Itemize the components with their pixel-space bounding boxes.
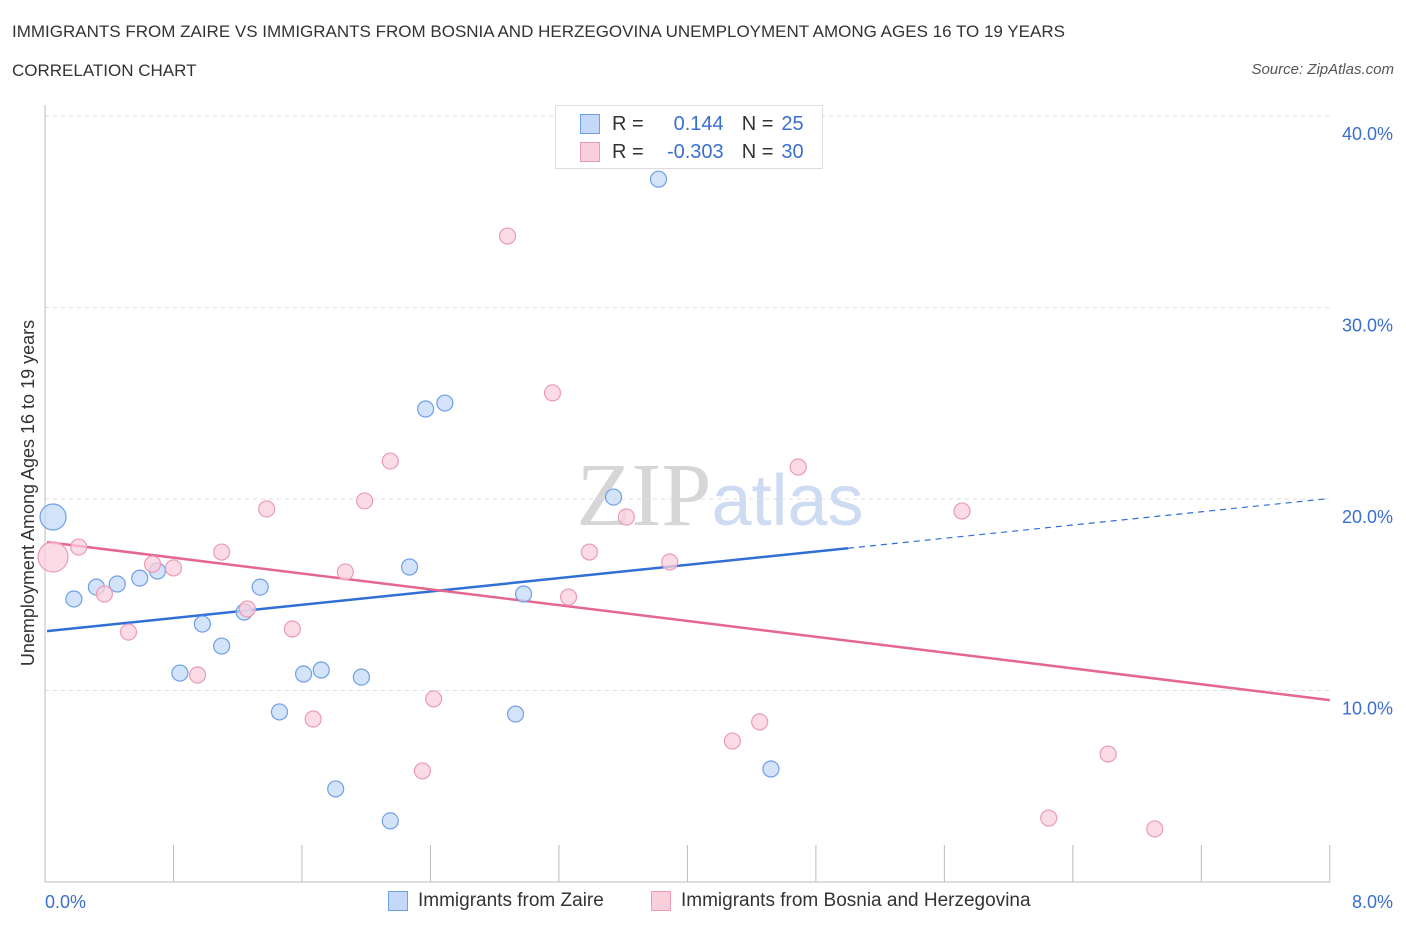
r-label: R = [612,140,644,163]
zaire-point [131,569,149,587]
bosnia-point [381,452,399,470]
y-tick-label: 10.0% [1342,699,1393,719]
bosnia-point [498,227,517,245]
r-label: R = [612,112,644,135]
legend-item-zaire: Immigrants from Zaire [388,890,604,912]
zaire-trend-projection [847,498,1326,549]
r-value: -0.303 [666,140,724,163]
bosnia-point [213,543,231,561]
bosnia-point [723,732,741,750]
y-tick-label: 30.0% [1342,316,1393,336]
bosnia-point [617,508,635,526]
bosnia-point [164,559,183,577]
legend-row-zaire: R = 0.144 N = 25 [580,110,804,138]
y-tick-label: 40.0% [1342,124,1393,144]
zaire-point [39,503,67,531]
bosnia-point [144,555,162,573]
zaire-point [417,400,435,418]
zaire-point [193,615,211,633]
bosnia-point [258,500,276,518]
legend-item-bosnia: Immigrants from Bosnia and Herzegovina [651,890,1031,912]
zaire-swatch [388,891,408,911]
zaire-swatch [580,114,600,134]
bosnia-point [1146,820,1164,838]
bosnia-point [119,623,138,641]
y-tick-label: 20.0% [1342,507,1393,527]
bosnia-point [70,538,88,556]
x-tick-label: 8.0% [1352,892,1393,912]
bosnia-point [95,585,114,603]
zaire-point [213,637,231,655]
bosnia-point [789,458,807,476]
n-value: 30 [781,140,804,163]
bosnia-point [413,762,432,780]
bosnia-point [1099,745,1117,763]
bosnia-point [580,543,599,561]
n-label: N = [741,112,774,135]
zaire-point [514,585,533,603]
zaire-point [762,760,780,778]
bosnia-point [559,588,578,606]
legend-label: Immigrants from Zaire [418,890,604,911]
zaire-point [400,558,419,576]
chart-title: IMMIGRANTS FROM ZAIRE VS IMMIGRANTS FROM… [12,22,1065,41]
zaire-point [506,705,525,723]
zaire-point [294,665,313,683]
zaire-point [604,488,623,506]
r-value: 0.144 [673,112,724,135]
zaire-trend-line [46,546,849,633]
bosnia-point [953,502,971,520]
zaire-point [108,575,126,593]
zaire-point [251,578,269,596]
watermark: ZIPatlas [576,446,863,545]
zaire-point [381,812,399,830]
bosnia-point [283,620,301,638]
source-label: Source: ZipAtlas.com [1251,61,1394,78]
n-value: 25 [781,112,804,135]
zaire-point [649,170,668,188]
bosnia-point [336,563,354,581]
bosnia-point [425,690,443,708]
zaire-point [352,668,370,686]
bosnia-swatch [580,142,600,162]
zaire-point [65,590,83,608]
bosnia-point [751,713,769,731]
bosnia-point [355,492,374,510]
bosnia-point [37,541,69,573]
zaire-point [312,661,330,679]
bosnia-point [188,666,207,684]
zaire-point [327,780,345,798]
chart-subtitle: CORRELATION CHART [12,61,197,80]
bosnia-swatch [651,891,671,911]
bosnia-point [304,710,322,728]
x-tick-label: 0.0% [45,892,86,912]
bosnia-point [543,384,562,402]
bosnia-point [238,600,256,618]
bosnia-point [661,553,679,571]
zaire-point [270,703,289,721]
bosnia-trend-line [46,540,1330,702]
stats-legend: R = 0.144 N = 25 R = -0.303 N = 30 [555,105,823,169]
y-axis-label: Unemployment Among Ages 16 to 19 years [18,320,38,666]
legend-label: Immigrants from Bosnia and Herzegovina [681,890,1031,911]
bosnia-point [1040,809,1058,827]
n-label: N = [741,140,774,163]
zaire-point [171,664,189,682]
zaire-point [436,394,454,412]
legend-row-bosnia: R = -0.303 N = 30 [580,138,804,166]
